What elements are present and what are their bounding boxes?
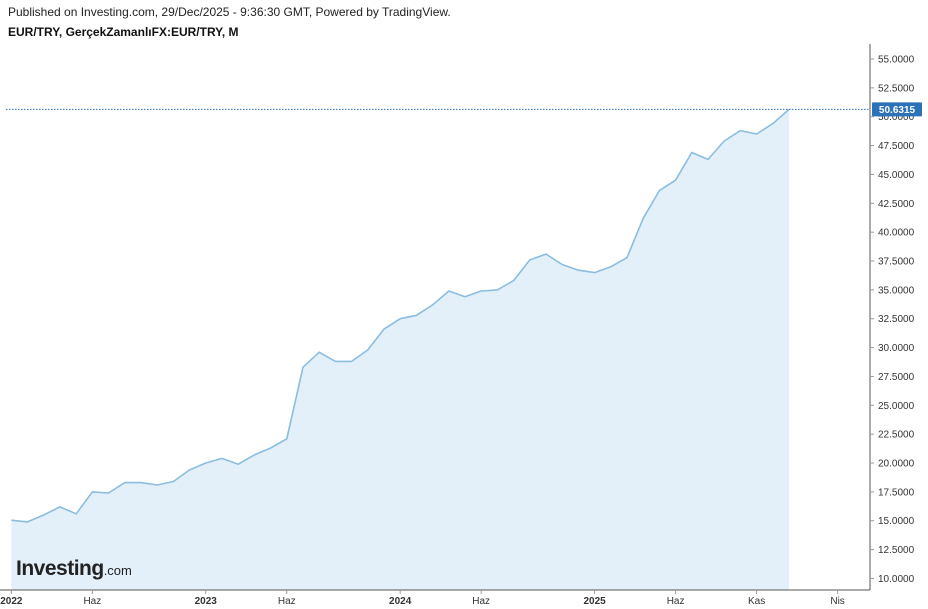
price-line xyxy=(11,108,790,523)
data-point xyxy=(140,481,142,483)
data-point xyxy=(188,469,190,471)
y-tick-label: 17.5000 xyxy=(878,487,915,498)
data-point xyxy=(561,263,563,265)
axes: 55.0000 52.5000 50.0000 47.5000 45.0000 42.50… xyxy=(0,44,922,607)
data-point xyxy=(156,484,158,486)
data-point xyxy=(237,463,239,465)
y-tick-label: 25.0000 xyxy=(878,401,915,412)
y-tick-label: 20.0000 xyxy=(878,459,915,470)
data-point xyxy=(755,133,757,135)
last-price-box xyxy=(872,102,922,117)
data-point xyxy=(205,462,207,464)
data-point xyxy=(367,349,369,351)
y-tick-label: 50.0000 xyxy=(878,112,915,123)
data-point xyxy=(415,314,417,316)
data-point xyxy=(26,521,28,523)
y-tick-label: 42.5000 xyxy=(878,199,915,210)
data-point xyxy=(399,318,401,320)
x-tick-label: 2024 xyxy=(389,596,412,607)
data-point xyxy=(496,289,498,291)
data-point xyxy=(269,447,271,449)
y-tick-label: 37.5000 xyxy=(878,257,915,268)
data-point xyxy=(723,140,725,142)
data-point xyxy=(626,256,628,258)
data-point xyxy=(772,122,774,124)
y-tick-label: 40.0000 xyxy=(878,228,915,239)
data-point xyxy=(253,454,255,456)
data-point xyxy=(480,290,482,292)
y-tick-label: 55.0000 xyxy=(878,55,915,66)
data-point xyxy=(59,506,61,508)
published-info: Published on Investing.com, 29/Dec/2025 … xyxy=(8,5,451,19)
y-tick-label: 35.0000 xyxy=(878,285,915,296)
data-point xyxy=(172,480,174,482)
y-tick-label: 52.5000 xyxy=(878,83,915,94)
data-point xyxy=(302,366,304,368)
data-point xyxy=(431,304,433,306)
y-tick-label: 45.0000 xyxy=(878,170,915,181)
data-point xyxy=(10,519,12,521)
data-point xyxy=(464,296,466,298)
data-point xyxy=(674,179,676,181)
data-point xyxy=(658,189,660,191)
x-tick-label: Haz xyxy=(472,596,490,607)
data-point xyxy=(383,328,385,330)
y-tick-label: 47.5000 xyxy=(878,141,915,152)
data-point xyxy=(448,290,450,292)
data-point xyxy=(221,457,223,459)
area-fill xyxy=(11,109,790,591)
data-point xyxy=(545,253,547,255)
y-tick-label: 30.0000 xyxy=(878,343,915,354)
data-point xyxy=(529,259,531,261)
data-point xyxy=(512,279,514,281)
y-tick-label: 22.5000 xyxy=(878,430,915,441)
logo-suffix: .com xyxy=(103,563,132,578)
data-point xyxy=(707,158,709,160)
data-point xyxy=(691,151,693,153)
data-point xyxy=(593,271,595,273)
data-point xyxy=(318,351,320,353)
last-price-label: 50.6315 xyxy=(879,105,916,116)
data-point xyxy=(91,491,93,493)
y-tick-label: 15.0000 xyxy=(878,516,915,527)
x-tick-label: Haz xyxy=(278,596,296,607)
data-point xyxy=(350,360,352,362)
plot-area xyxy=(6,108,870,591)
x-tick-label: 2025 xyxy=(583,596,606,607)
data-point xyxy=(577,269,579,271)
data-point xyxy=(286,438,288,440)
x-tick-label: Nis xyxy=(830,596,844,607)
data-point xyxy=(75,513,77,515)
data-point xyxy=(642,217,644,219)
x-tick-label: Haz xyxy=(83,596,101,607)
y-tick-label: 32.5000 xyxy=(878,314,915,325)
x-tick-label: 2023 xyxy=(195,596,218,607)
data-point xyxy=(107,492,109,494)
x-tick-label: Kas xyxy=(748,596,765,607)
data-point xyxy=(334,360,336,362)
investing-logo: Investing.com xyxy=(16,557,132,581)
data-point xyxy=(610,266,612,268)
x-tick-label: Haz xyxy=(667,596,685,607)
data-point xyxy=(124,481,126,483)
y-tick-label: 27.5000 xyxy=(878,372,915,383)
logo-text: Investing xyxy=(16,557,104,580)
x-tick-label: 2022 xyxy=(0,596,23,607)
chart-title: EUR/TRY, GerçekZamanlıFX:EUR/TRY, M xyxy=(8,25,239,39)
data-point xyxy=(739,129,741,131)
y-tick-label: 12.5000 xyxy=(878,545,915,556)
y-tick-label: 10.0000 xyxy=(878,574,915,585)
data-point xyxy=(43,514,45,516)
